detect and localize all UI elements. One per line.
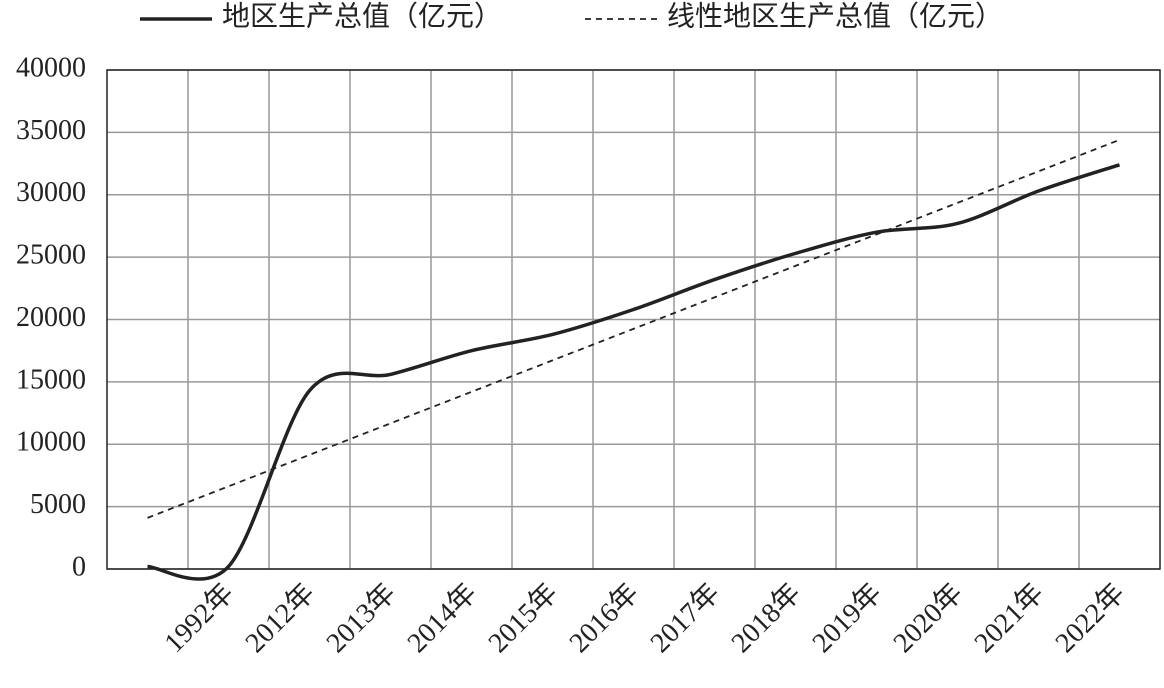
legend-label: 线性地区生产总值（亿元） bbox=[667, 0, 1003, 32]
x-tick-label: 2017年 bbox=[644, 577, 726, 659]
x-tick-label: 1992年 bbox=[158, 577, 240, 659]
x-tick-label: 2018年 bbox=[725, 577, 807, 659]
data-line bbox=[147, 163, 1121, 581]
y-tick-label: 20000 bbox=[16, 302, 86, 333]
y-tick-label: 10000 bbox=[16, 427, 86, 458]
y-tick-label: 40000 bbox=[16, 52, 86, 83]
x-tick-label: 2019年 bbox=[806, 577, 888, 659]
y-tick-label: 30000 bbox=[16, 177, 86, 208]
x-tick-label: 2012年 bbox=[239, 577, 321, 659]
data-line bbox=[147, 139, 1120, 519]
x-tick-label: 2016年 bbox=[563, 577, 645, 659]
y-tick-label: 35000 bbox=[16, 115, 86, 146]
x-tick-label: 2013年 bbox=[320, 577, 402, 659]
plot-border bbox=[106, 69, 1161, 570]
y-tick-label: 15000 bbox=[16, 364, 86, 395]
x-tick-label: 2022年 bbox=[1049, 577, 1131, 659]
x-tick-label: 2015年 bbox=[482, 577, 564, 659]
y-tick-label: 25000 bbox=[16, 240, 86, 271]
x-tick-label: 2014年 bbox=[401, 577, 483, 659]
y-tick-label: 5000 bbox=[30, 489, 86, 520]
x-tick-label: 2020年 bbox=[887, 577, 969, 659]
y-tick-label: 0 bbox=[72, 551, 86, 582]
x-tick-label: 2021年 bbox=[968, 577, 1050, 659]
legend-label: 地区生产总值（亿元） bbox=[222, 0, 502, 32]
